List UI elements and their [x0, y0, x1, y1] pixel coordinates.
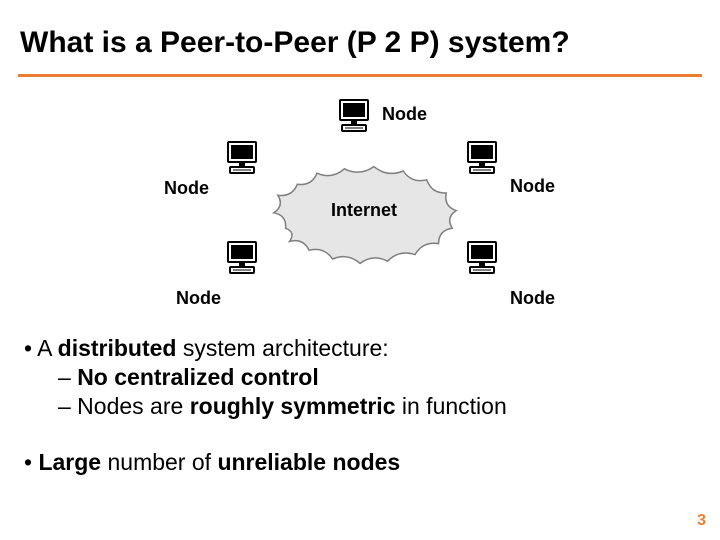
- text: – Nodes are: [58, 393, 190, 419]
- bullet-1-sub-1: – No centralized control: [24, 363, 684, 392]
- p2p-diagram: Internet Node Node Node Node Node: [0, 90, 720, 320]
- text-bold: Large: [38, 449, 101, 475]
- node-label: Node: [176, 288, 221, 309]
- computer-icon: [222, 138, 262, 178]
- computer-icon: [222, 238, 262, 278]
- page-number: 3: [697, 512, 706, 530]
- text-bold: distributed: [58, 335, 177, 361]
- computer-icon: [462, 238, 502, 278]
- text: –: [58, 364, 77, 390]
- internet-label: Internet: [322, 200, 406, 221]
- text: system architecture:: [176, 335, 388, 361]
- text-bold: roughly symmetric: [190, 393, 396, 419]
- slide: What is a Peer-to-Peer (P 2 P) system? I…: [0, 0, 720, 540]
- text-bold: unreliable nodes: [217, 449, 400, 475]
- computer-icon: [334, 96, 374, 136]
- title-underline: [18, 74, 702, 77]
- computer-icon: [462, 138, 502, 178]
- node-label: Node: [510, 288, 555, 309]
- text: number of: [101, 449, 217, 475]
- bullet-2: • Large number of unreliable nodes: [24, 448, 684, 477]
- text: • A: [24, 335, 58, 361]
- node-label: Node: [382, 104, 427, 125]
- slide-title: What is a Peer-to-Peer (P 2 P) system?: [20, 26, 570, 60]
- bullet-1-sub-2: – Nodes are roughly symmetric in functio…: [24, 392, 684, 421]
- text: in function: [396, 393, 507, 419]
- bullet-list: • A distributed system architecture: – N…: [24, 334, 684, 477]
- node-label: Node: [164, 178, 209, 199]
- text-bold: No centralized control: [77, 364, 319, 390]
- bullet-1: • A distributed system architecture:: [24, 334, 684, 363]
- node-label: Node: [510, 176, 555, 197]
- text: •: [24, 449, 38, 475]
